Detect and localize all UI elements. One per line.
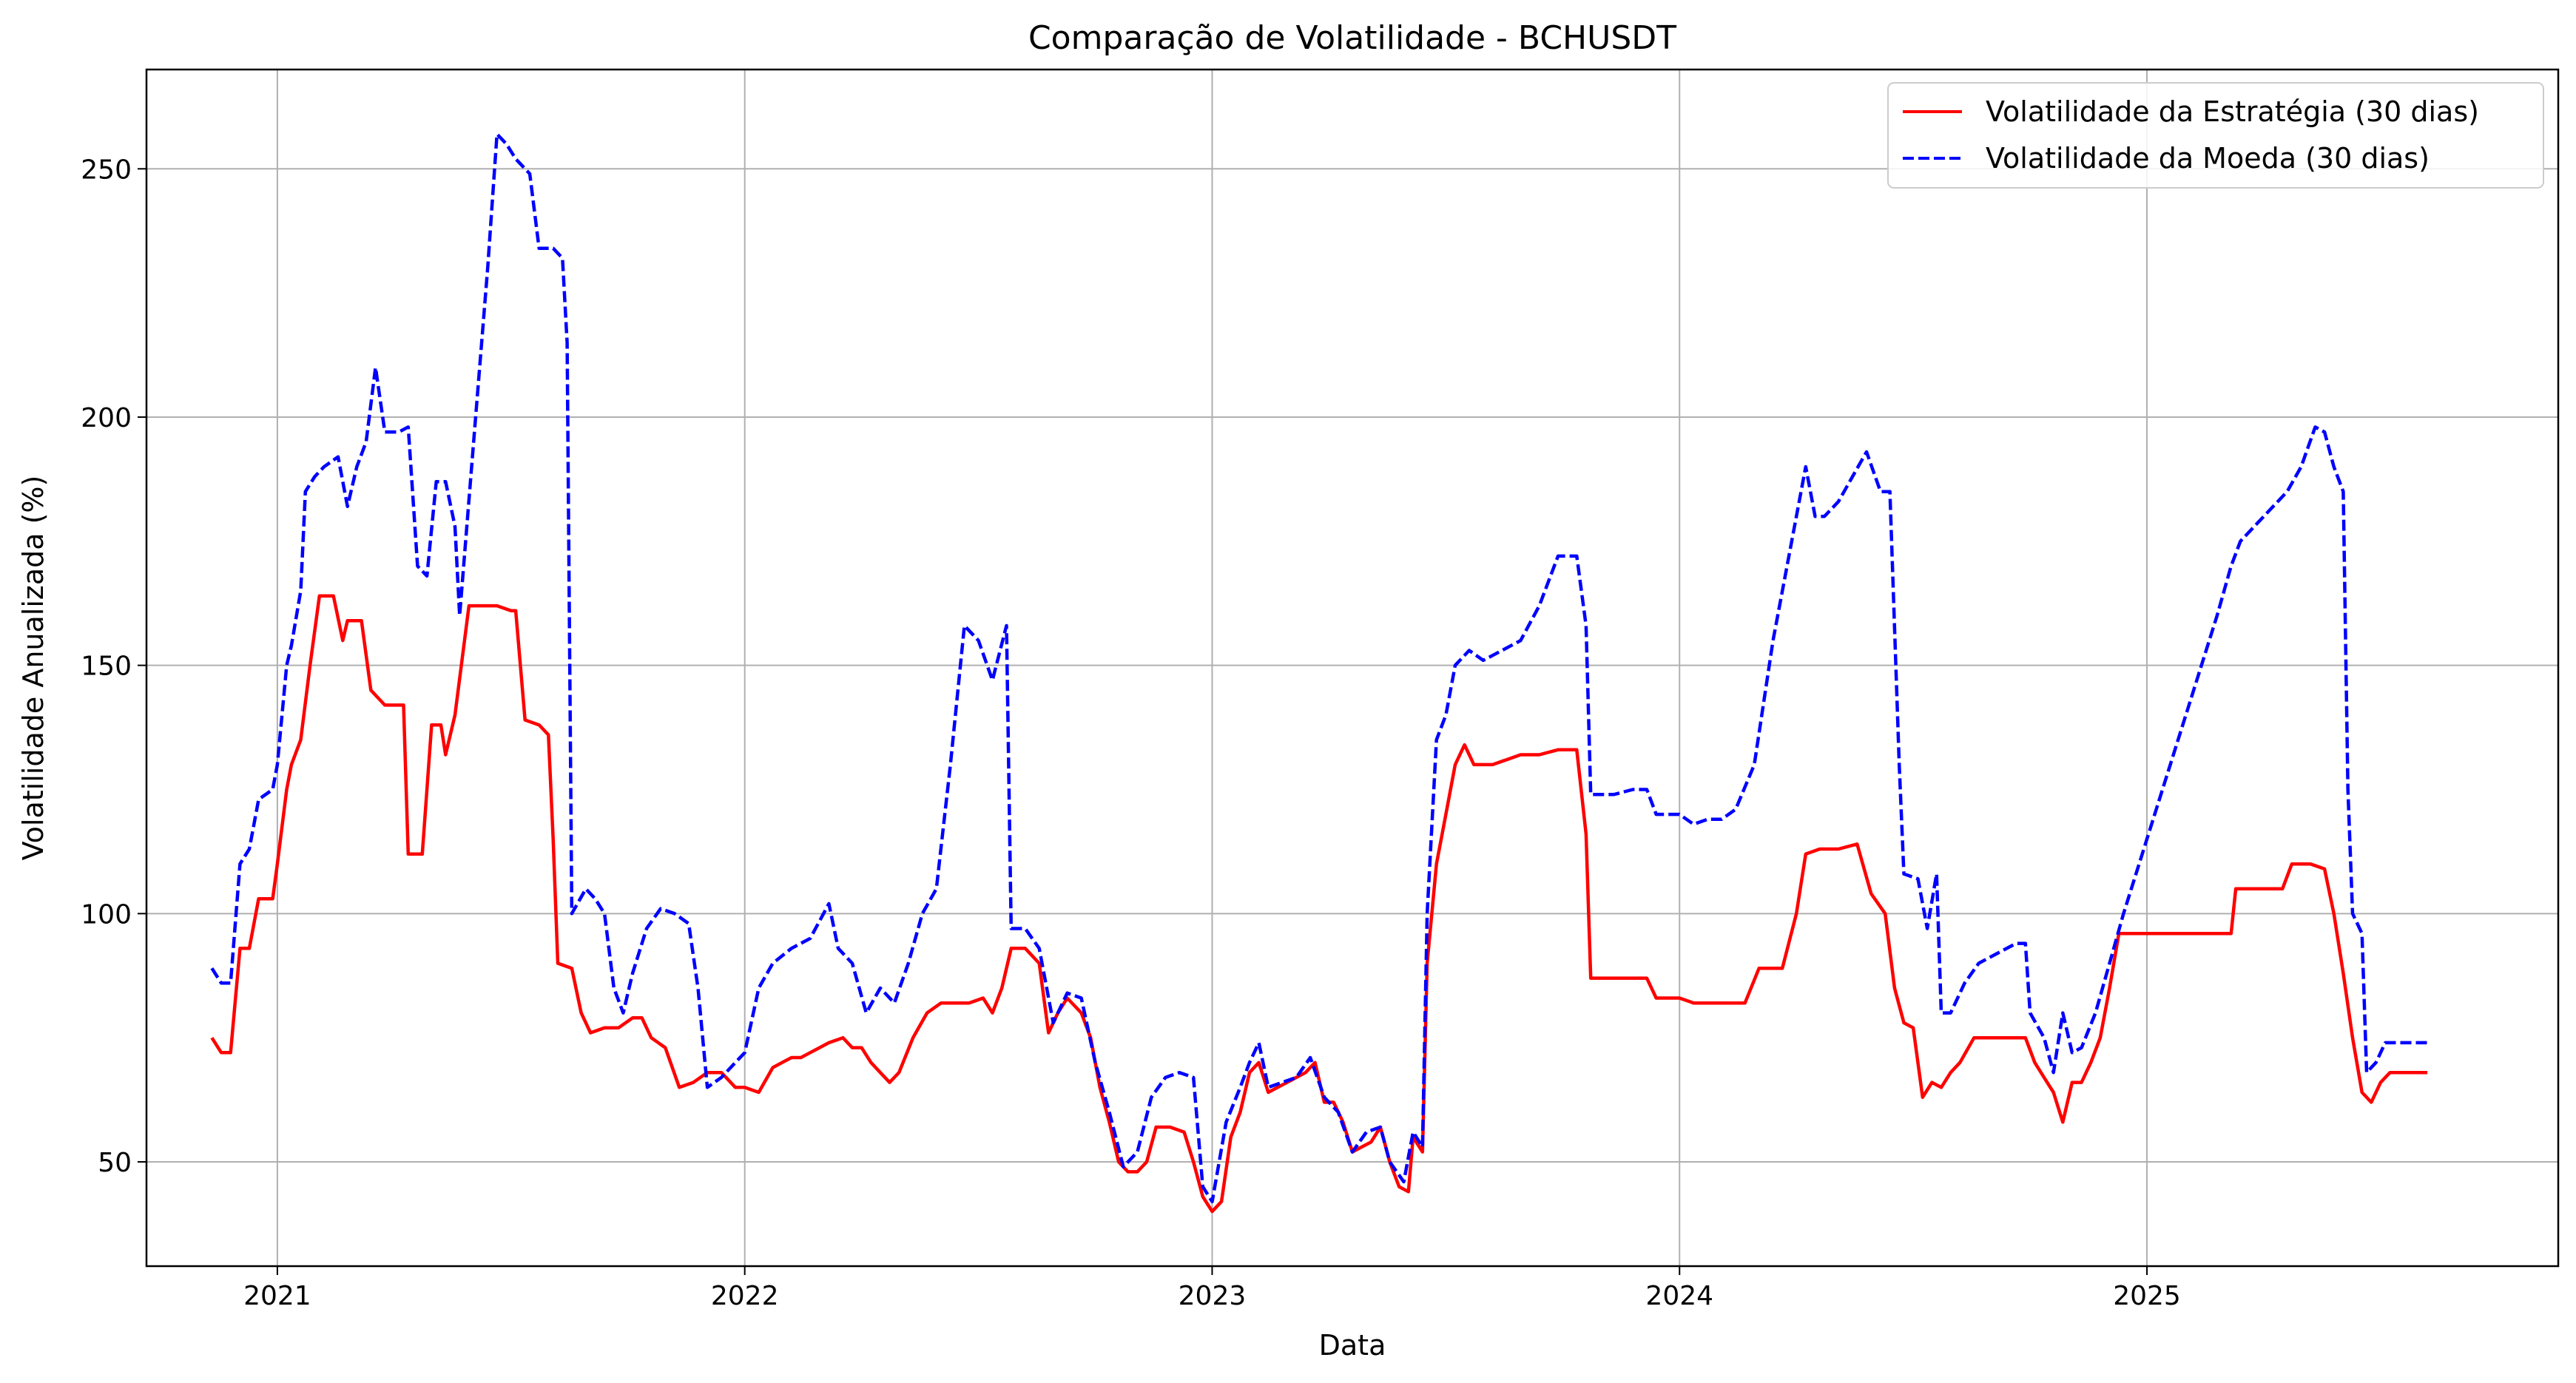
x-tick-label: 2022 — [711, 1281, 779, 1311]
axis-ticks: 2021 2022 2023 2024 2025 50 100 150 200 250 — [81, 155, 2181, 1311]
y-tick-label: 200 — [81, 403, 132, 433]
x-tick-label: 2021 — [243, 1281, 311, 1311]
y-axis-title: Volatilidade Anualizada (%) — [17, 476, 50, 861]
plot-frame — [145, 68, 2560, 1268]
y-tick-label: 150 — [81, 652, 132, 682]
legend-box — [1887, 82, 2544, 189]
y-tick-label: 50 — [98, 1148, 132, 1178]
grid-lines — [146, 70, 2558, 1266]
series-line-moeda — [210, 132, 2428, 1203]
legend-label-moeda: Volatilidade da Moeda (30 dias) — [1986, 142, 2430, 175]
y-tick-label: 100 — [81, 899, 132, 930]
x-axis-title: Data — [1319, 1329, 1386, 1362]
x-tick-label: 2024 — [1645, 1281, 1713, 1311]
chart-title: Comparação de Volatilidade - BCHUSDT — [1028, 19, 1676, 57]
legend: Volatilidade da Estratégia (30 dias) Vol… — [1887, 82, 2544, 189]
series-line-estrategia — [210, 594, 2428, 1214]
x-tick-label: 2023 — [1179, 1281, 1247, 1311]
legend-label-estrategia: Volatilidade da Estratégia (30 dias) — [1986, 95, 2479, 128]
x-tick-label: 2025 — [2113, 1281, 2181, 1311]
y-tick-label: 250 — [81, 155, 132, 185]
series-lines — [210, 132, 2428, 1214]
